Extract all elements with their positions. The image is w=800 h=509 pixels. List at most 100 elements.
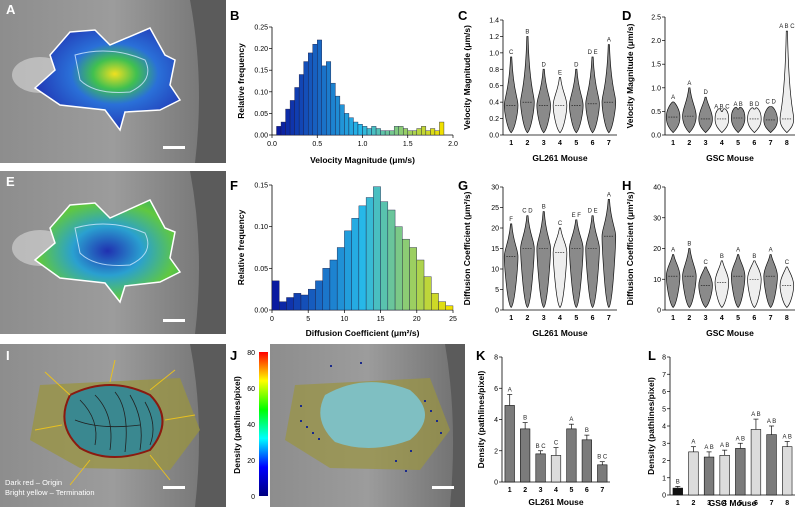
significance-letter: B C xyxy=(536,444,547,450)
violin-shape xyxy=(569,219,584,309)
y-tick-label: 5 xyxy=(495,287,499,294)
histogram-bar xyxy=(362,126,368,136)
histogram-bar xyxy=(308,52,313,136)
histogram-bar xyxy=(293,293,302,311)
x-tick-label: 3 xyxy=(707,500,711,507)
violin-shape xyxy=(747,107,762,134)
histogram-bar xyxy=(398,126,404,136)
x-tick-label: 2 xyxy=(523,487,527,494)
y-tick-label: 1.4 xyxy=(489,18,499,25)
significance-letter: A xyxy=(607,38,611,44)
panel-j-image xyxy=(270,344,465,507)
x-tick-label: 1.5 xyxy=(403,141,413,148)
x-tick-label: 3 xyxy=(704,315,708,322)
y-tick-label: 0.2 xyxy=(489,116,499,123)
panel-label-j: J xyxy=(230,348,237,363)
y-tick-label: 0.4 xyxy=(489,100,499,107)
panel-label-a: A xyxy=(6,2,16,17)
histogram-bar xyxy=(321,65,327,136)
panel-label-f: F xyxy=(230,178,238,193)
significance-letter: C xyxy=(554,441,559,447)
histogram-bar xyxy=(317,39,322,136)
x-tick-label: 1 xyxy=(509,140,513,147)
histogram-bar xyxy=(438,301,446,311)
x-axis-title: GL261 Mouse xyxy=(528,497,584,507)
significance-letter: A xyxy=(671,248,675,254)
x-tick-label: 2 xyxy=(687,315,691,322)
x-tick-label: 0.5 xyxy=(312,141,322,148)
histogram-bar xyxy=(365,197,374,311)
significance-letter: A xyxy=(687,81,691,87)
significance-letter: E xyxy=(558,71,562,77)
violin-shape xyxy=(552,77,568,134)
density-bar xyxy=(520,428,531,483)
y-tick-label: 0.6 xyxy=(489,83,499,90)
violin-shape xyxy=(569,68,584,134)
density-bar xyxy=(735,448,746,496)
panel-i-image xyxy=(0,344,226,507)
y-tick-label: 0.10 xyxy=(254,89,268,96)
y-tick-label: 30 xyxy=(653,215,661,222)
y-tick-label: 0.15 xyxy=(254,183,268,190)
histogram-bar xyxy=(336,247,345,311)
y-axis-title: Density (pathlines/pixel) xyxy=(646,377,656,475)
significance-letter: B D xyxy=(749,102,760,108)
y-tick-label: 5 xyxy=(662,406,666,413)
y-axis-title: Density (pathlines/pixel) xyxy=(476,370,486,468)
x-tick-label: 7 xyxy=(770,500,774,507)
histogram-bar xyxy=(335,95,341,136)
tissue-edge xyxy=(190,171,226,334)
significance-letter: C xyxy=(558,221,563,227)
density-bar xyxy=(597,464,608,483)
density-bar xyxy=(672,487,683,496)
scale-bar xyxy=(432,486,454,489)
histogram-bar xyxy=(380,130,386,136)
x-tick-label: 1 xyxy=(509,315,513,322)
significance-letter: B xyxy=(687,242,691,248)
violin-shape xyxy=(698,266,713,309)
histogram-bar xyxy=(289,100,295,136)
x-axis-title: GSC Mouse xyxy=(709,498,757,508)
x-tick-label: 6 xyxy=(752,140,756,147)
significance-letter: A B xyxy=(783,435,792,441)
panel-label-i: I xyxy=(6,348,10,363)
violin-shape xyxy=(763,106,778,134)
x-tick-label: 6 xyxy=(591,315,595,322)
x-tick-label: 1 xyxy=(676,500,680,507)
histogram-bar xyxy=(416,128,422,136)
histogram-bar xyxy=(353,121,359,136)
significance-letter: B C xyxy=(597,455,608,461)
y-axis-title: Relative frequency xyxy=(236,43,246,119)
significance-letter: D xyxy=(574,62,579,68)
x-axis-title: Velocity Magnitude (μm/s) xyxy=(310,155,415,165)
histogram-bar xyxy=(271,280,280,311)
violin-shape xyxy=(520,215,535,309)
density-bar xyxy=(750,429,762,496)
x-tick-label: 5 xyxy=(574,315,578,322)
y-tick-label: 0.8 xyxy=(489,67,499,74)
significance-letter: A B xyxy=(720,443,729,449)
histogram-bar xyxy=(375,128,381,136)
x-tick-label: 5 xyxy=(569,487,573,494)
significance-letter: B xyxy=(676,479,680,485)
x-axis-title: GSC Mouse xyxy=(706,153,754,163)
x-tick-label: 8 xyxy=(785,140,789,147)
significance-letter: D E xyxy=(588,50,598,56)
panel-label-c: C xyxy=(458,8,468,23)
panel-label-e: E xyxy=(6,174,15,189)
legend-termination: Bright yellow – Termination xyxy=(5,488,95,497)
significance-letter: D xyxy=(703,90,708,96)
histogram-bar xyxy=(300,294,309,311)
tissue-edge xyxy=(445,344,465,507)
y-tick-label: 1 xyxy=(662,475,666,482)
x-tick-label: 5 xyxy=(574,140,578,147)
histogram-bar xyxy=(329,259,338,311)
significance-letter: C xyxy=(509,50,514,56)
x-tick-label: 4 xyxy=(558,140,562,147)
significance-letter: B xyxy=(752,254,756,260)
y-tick-label: 2.0 xyxy=(651,38,661,45)
histogram-bar xyxy=(326,61,332,136)
panel-label-l: L xyxy=(648,348,656,363)
x-tick-label: 5 xyxy=(736,315,740,322)
histogram-bar xyxy=(425,130,431,136)
